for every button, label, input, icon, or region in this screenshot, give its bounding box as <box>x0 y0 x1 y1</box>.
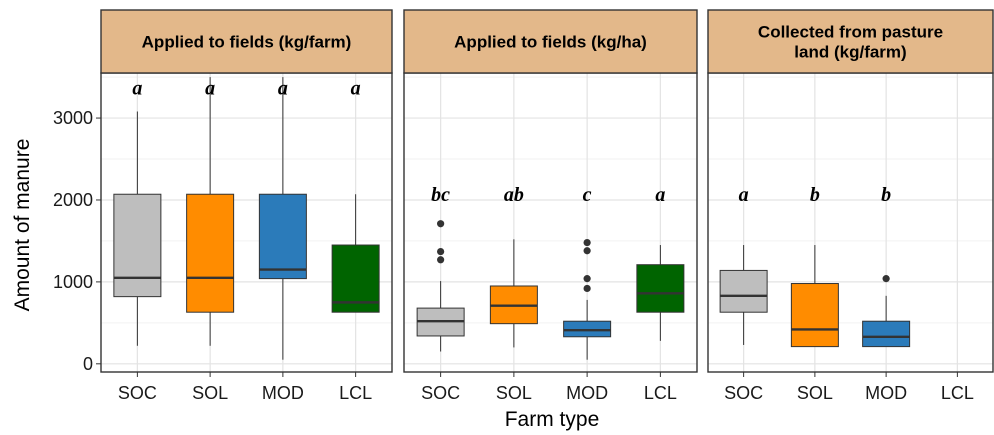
box-body <box>719 269 768 313</box>
significance-letter: b <box>810 184 820 206</box>
x-tick-label: MOD <box>566 383 608 403</box>
box-body <box>790 283 839 348</box>
box-soc <box>416 220 465 352</box>
significance-letter: ab <box>504 184 524 206</box>
outlier-point <box>583 247 591 255</box>
x-axis-title: Farm type <box>505 408 600 431</box>
box-body <box>331 244 380 313</box>
box-soc <box>113 111 162 346</box>
y-tick-label: 3000 <box>53 108 93 128</box>
outlier-point <box>583 284 591 293</box>
x-tick-label: SOC <box>421 383 460 403</box>
strip-title: land (kg/farm) <box>794 43 906 62</box>
panel-background <box>708 73 993 372</box>
box-lcl <box>331 194 380 313</box>
y-axis-title: Amount of manure <box>11 139 34 312</box>
panel-2: bc ab c a Applied to fields (kg/ha) SOC SOL MOD… <box>403 9 698 403</box>
significance-letter: a <box>132 77 142 99</box>
box-sol <box>790 245 839 348</box>
x-tick-label: SOL <box>797 383 833 403</box>
box-soc <box>719 245 768 345</box>
y-tick-label: 2000 <box>53 190 93 210</box>
x-tick-label: LCL <box>339 383 372 403</box>
strip-background <box>403 9 698 74</box>
significance-letter: c <box>583 184 592 206</box>
box-mod <box>258 77 307 360</box>
box-body <box>186 193 235 313</box>
x-tick-label: MOD <box>262 383 304 403</box>
y-tick-label: 0 <box>83 354 93 374</box>
outlier-point <box>583 238 591 247</box>
significance-letter: a <box>278 77 288 99</box>
x-tick-label: LCL <box>644 383 677 403</box>
box-body <box>636 264 685 313</box>
outlier-point <box>583 275 591 283</box>
x-tick-label: SOC <box>724 383 763 403</box>
significance-letter: a <box>205 77 215 99</box>
significance-letter: b <box>881 184 891 206</box>
box-mod <box>563 238 612 360</box>
panel-1: a a a a Applied to fields (kg/farm) SOC SOL MOD… <box>100 9 393 403</box>
box-sol <box>186 77 235 346</box>
outlier-point <box>437 247 445 256</box>
x-tick-label: SOL <box>192 383 228 403</box>
significance-letter: a <box>739 184 749 206</box>
outlier-point <box>437 256 445 264</box>
box-lcl <box>636 245 685 341</box>
box-body <box>258 193 307 280</box>
significance-letter: a <box>351 77 361 99</box>
strip-title: Collected from pasture <box>758 23 943 42</box>
outlier-point <box>882 275 890 283</box>
box-mod <box>862 275 911 348</box>
x-tick-label: SOC <box>118 383 157 403</box>
box-body <box>862 320 911 348</box>
strip-title: Applied to fields (kg/farm) <box>142 33 352 52</box>
strip-background <box>707 9 994 74</box>
x-tick-label: SOL <box>496 383 532 403</box>
box-sol <box>489 239 538 348</box>
box-body <box>563 320 612 338</box>
x-tick-label: LCL <box>941 383 974 403</box>
strip-title: Applied to fields (kg/ha) <box>454 33 647 52</box>
x-tick-label: MOD <box>865 383 907 403</box>
box-body <box>113 193 162 298</box>
significance-letter: a <box>655 184 665 206</box>
significance-letter: bc <box>431 184 450 206</box>
y-tick-label: 1000 <box>53 272 93 292</box>
y-axis: 0 1000 2000 3000 <box>53 108 101 374</box>
strip-background <box>100 9 393 74</box>
outlier-point <box>437 220 445 228</box>
